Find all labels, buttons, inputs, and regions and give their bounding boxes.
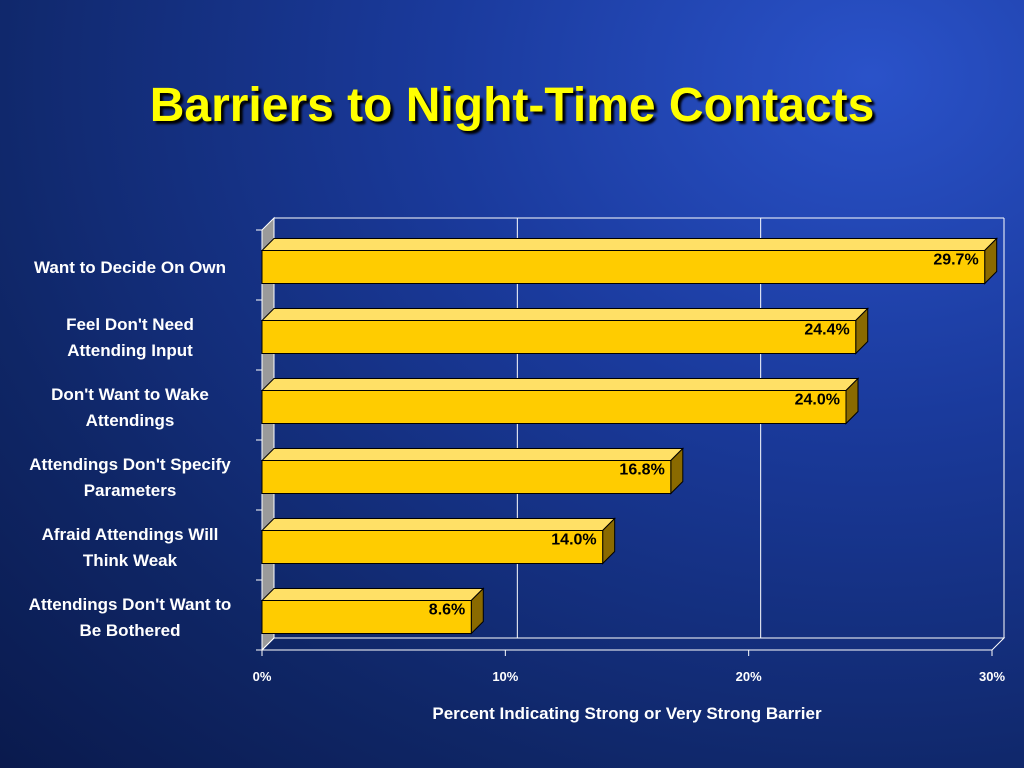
bar-top-face: [260, 238, 998, 251]
slide-title: Barriers to Night-Time Contacts: [149, 79, 875, 132]
bar-value-label: 24.4%: [804, 322, 849, 339]
bar: [261, 320, 857, 354]
x-tick-label: 0%: [253, 669, 272, 684]
bar-value-label: 24.0%: [795, 392, 840, 409]
bar-top-face: [260, 448, 685, 461]
category-label: Attendings Don't Specify: [29, 455, 231, 474]
x-axis-title: Percent Indicating Strong or Very Strong…: [432, 704, 822, 723]
category-label: Think Weak: [83, 551, 178, 570]
bar: [261, 250, 986, 284]
bar-top-face: [260, 518, 616, 531]
category-label: Be Bothered: [79, 621, 180, 640]
bar: [261, 530, 604, 564]
category-label: Don't Want to Wake: [51, 385, 209, 404]
x-tick-label: 10%: [492, 669, 518, 684]
x-tick-label: 20%: [736, 669, 762, 684]
bar-value-label: 29.7%: [933, 252, 978, 269]
bar-top-face: [260, 308, 869, 321]
category-label: Afraid Attendings Will: [42, 525, 219, 544]
category-label: Want to Decide On Own: [34, 258, 226, 277]
floor: [260, 637, 1006, 651]
bar: [261, 390, 847, 424]
bar: [261, 460, 672, 494]
bar-top-face: [260, 378, 860, 391]
category-label: Attendings Don't Want to: [29, 595, 232, 614]
bar-value-label: 8.6%: [429, 602, 465, 619]
bar-value-label: 14.0%: [551, 532, 596, 549]
category-label: Attendings: [86, 411, 175, 430]
category-label: Parameters: [84, 481, 177, 500]
category-label: Feel Don't Need: [66, 315, 194, 334]
bar: [261, 600, 472, 634]
bar-value-label: 16.8%: [619, 462, 664, 479]
bar-top-face: [260, 588, 485, 601]
x-tick-label: 30%: [979, 669, 1005, 684]
category-label: Attending Input: [67, 341, 193, 360]
